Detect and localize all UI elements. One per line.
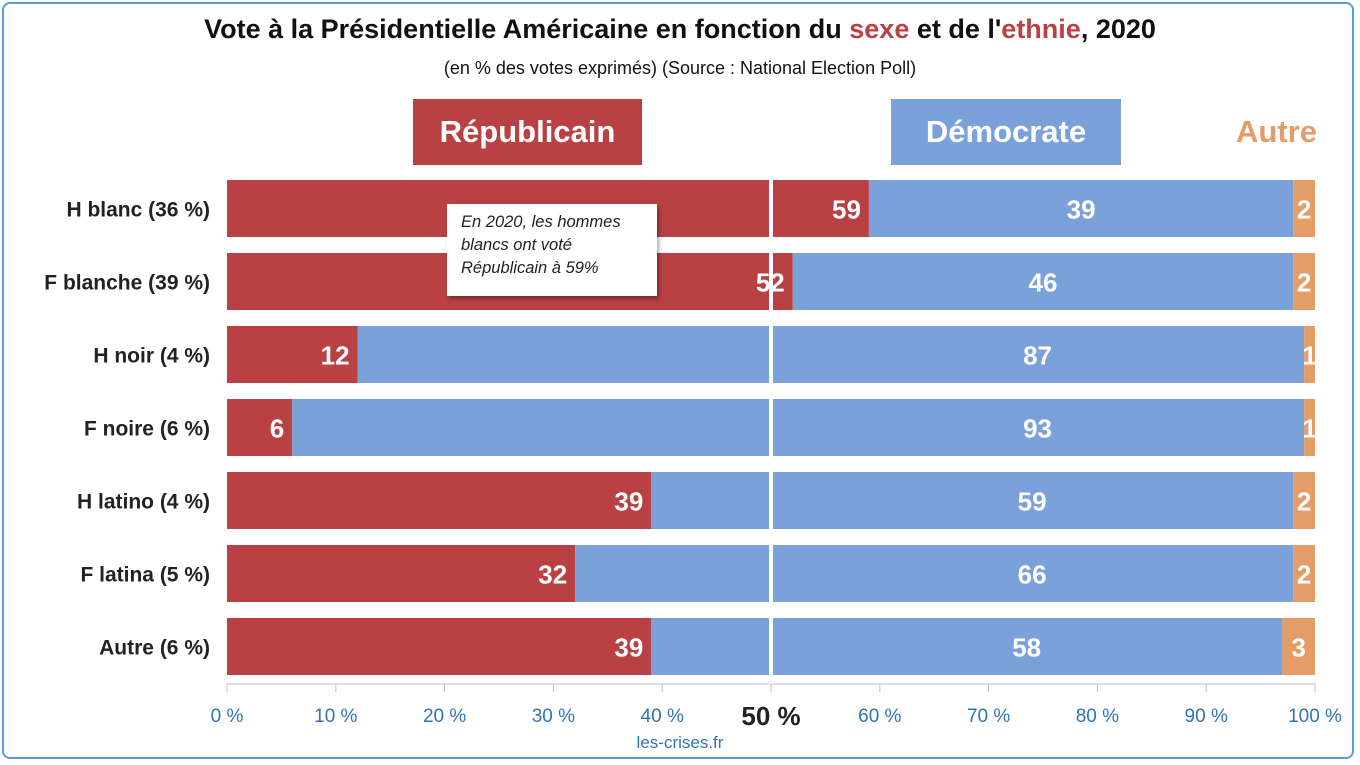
legend-democrat: Démocrate <box>891 99 1121 165</box>
data-label-democrat: 58 <box>1012 633 1041 663</box>
data-label-other: 2 <box>1297 195 1311 225</box>
bar-democrat <box>651 472 1294 529</box>
x-tick-label: 10 % <box>314 706 357 727</box>
category-label: F latina (5 %) <box>80 564 210 587</box>
bar-other <box>1282 618 1315 675</box>
data-label-democrat: 93 <box>1023 414 1052 444</box>
data-label-other: 1 <box>1302 341 1316 371</box>
data-label-other: 2 <box>1297 560 1311 590</box>
data-label-republican: 39 <box>614 633 643 663</box>
data-label-other: 1 <box>1302 414 1316 444</box>
bar-republican <box>227 326 358 383</box>
chart-subtitle: (en % des votes exprimés) (Source : Nati… <box>443 58 917 78</box>
x-tick-label: 30 % <box>532 706 575 727</box>
data-label-republican: 52 <box>756 268 785 298</box>
bar-democrat <box>357 326 1305 383</box>
data-label-democrat: 39 <box>1067 195 1096 225</box>
data-label-democrat: 46 <box>1029 268 1058 298</box>
category-label: H blanc (36 %) <box>66 199 210 222</box>
data-label-republican: 39 <box>614 487 643 517</box>
x-tick-label: 60 % <box>858 706 901 727</box>
x-tick-label: 70 % <box>967 706 1010 727</box>
category-label: F blanche (39 %) <box>44 272 210 295</box>
data-label-other: 2 <box>1297 268 1311 298</box>
bar-republican <box>227 399 293 456</box>
annotation-callout: En 2020, les hommes blancs ont voté Répu… <box>447 204 657 296</box>
category-label: H noir (4 %) <box>93 345 210 368</box>
data-label-democrat: 87 <box>1023 341 1052 371</box>
bar-other <box>1293 545 1315 602</box>
bar-democrat <box>792 253 1294 310</box>
bar-other <box>1304 326 1315 383</box>
chart-title: Vote à la Présidentielle Américaine en f… <box>0 14 1360 45</box>
bar-other <box>1293 253 1315 310</box>
title-highlight-ethnie: ethnie <box>1001 14 1081 44</box>
legend-republican: Républicain <box>413 99 642 165</box>
data-label-democrat: 59 <box>1018 487 1047 517</box>
bar-republican <box>227 618 652 675</box>
data-label-republican: 6 <box>270 414 284 444</box>
title-suffix: , 2020 <box>1080 14 1156 44</box>
bar-republican <box>227 545 576 602</box>
data-label-republican: 59 <box>832 195 861 225</box>
bar-other <box>1293 180 1315 237</box>
x-tick-label: 90 % <box>1185 706 1228 727</box>
x-tick-label: 0 % <box>211 706 244 727</box>
bar-republican <box>227 472 652 529</box>
x-tick-label: 100 % <box>1288 706 1342 727</box>
category-label: Autre (6 %) <box>99 637 210 660</box>
data-label-democrat: 66 <box>1018 560 1047 590</box>
bar-democrat <box>292 399 1305 456</box>
data-label-republican: 12 <box>321 341 350 371</box>
data-label-other: 2 <box>1297 487 1311 517</box>
x-tick-label: 50 % <box>741 701 800 731</box>
data-label-republican: 32 <box>538 560 567 590</box>
title-prefix: Vote à la Présidentielle Américaine en f… <box>204 14 850 44</box>
title-middle: et de l' <box>909 14 1002 44</box>
data-label-other: 3 <box>1291 633 1305 663</box>
bar-other <box>1304 399 1315 456</box>
source-credit: les-crises.fr <box>636 733 724 752</box>
bar-democrat <box>868 180 1294 237</box>
bar-other <box>1293 472 1315 529</box>
x-tick-label: 40 % <box>641 706 684 727</box>
category-label: H latino (4 %) <box>77 491 210 514</box>
bar-democrat <box>651 618 1283 675</box>
legend-other: Autre <box>1236 114 1317 149</box>
category-label: F noire (6 %) <box>84 418 210 441</box>
x-tick-label: 20 % <box>423 706 466 727</box>
title-highlight-sexe: sexe <box>849 14 910 44</box>
bar-democrat <box>575 545 1294 602</box>
x-tick-label: 80 % <box>1076 706 1119 727</box>
